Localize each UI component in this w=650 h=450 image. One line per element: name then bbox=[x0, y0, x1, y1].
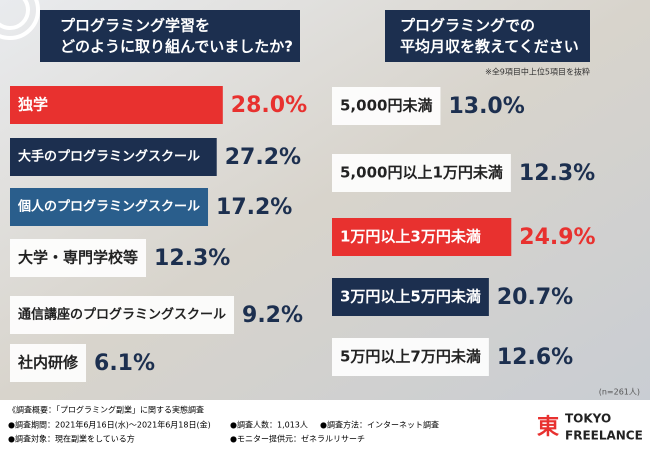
value-label: 20.7% bbox=[497, 285, 573, 310]
logo: FREELANCE bbox=[565, 429, 643, 443]
bar bbox=[332, 278, 489, 316]
value-label: 13.0% bbox=[448, 94, 524, 119]
footer-text: ●調査方法：インターネット調査 bbox=[320, 420, 439, 430]
value-label: 17.2% bbox=[216, 195, 292, 220]
bar bbox=[10, 138, 217, 176]
bar-label: 3万円以上5万円未満 bbox=[340, 288, 481, 306]
footer-text: ●調査期間：2021年6月16日(水)～2021年6月18日(金) bbox=[8, 420, 211, 430]
bar-row: 通信講座のプログラミングスクール 9.2% bbox=[10, 296, 303, 334]
bar-row: 社内研修 6.1% bbox=[10, 344, 155, 382]
value-label: 12.3% bbox=[519, 161, 595, 186]
value-label: 6.1% bbox=[94, 351, 155, 376]
title: どのように取り組んでいましたか? bbox=[60, 38, 293, 56]
bar bbox=[332, 218, 512, 256]
footer-bg bbox=[0, 400, 650, 450]
decor bbox=[0, 0, 40, 40]
title: 平均月収を教えてください bbox=[400, 38, 579, 56]
bar-row: 大学・専門学校等 12.3% bbox=[10, 239, 230, 277]
bar bbox=[332, 87, 441, 125]
value-label: 12.6% bbox=[497, 345, 573, 370]
bar-row: 1万円以上3万円未満 24.9% bbox=[332, 218, 596, 256]
footer-text: ●調査対象：現在副業をしている方 bbox=[8, 434, 135, 444]
value-label: 24.9% bbox=[519, 225, 595, 250]
bar-label: 1万円以上3万円未満 bbox=[340, 228, 481, 246]
title-box bbox=[40, 10, 300, 62]
bar bbox=[10, 188, 209, 226]
value-label: 27.2% bbox=[225, 145, 301, 170]
bar-label: 独学 bbox=[18, 96, 48, 114]
bar-label: 通信講座のプログラミングスクール bbox=[18, 307, 226, 323]
bar-row: 個人のプログラミングスクール 17.2% bbox=[10, 188, 292, 226]
bar-label: 5万円以上7万円未満 bbox=[340, 348, 481, 366]
bar-row: 5万円以上7万円未満 12.6% bbox=[332, 338, 573, 376]
footer-text: ●モニター提供元：ゼネラルリサーチ bbox=[230, 434, 365, 444]
bar-row: 大手のプログラミングスクール 27.2% bbox=[10, 138, 301, 176]
note: ※全9項目中上位5項目を抜粋 bbox=[485, 67, 590, 77]
bar-row: 5,000円未満 13.0% bbox=[332, 87, 525, 125]
bar-row: 5,000円以上1万円未満 12.3% bbox=[332, 154, 595, 192]
bar-label: 個人のプログラミングスクール bbox=[17, 199, 200, 215]
value-label: 12.3% bbox=[154, 246, 230, 271]
bar bbox=[332, 154, 511, 192]
footer-text: ●調査人数：1,013人 bbox=[230, 420, 308, 430]
bar-label: 5,000円以上1万円未満 bbox=[340, 164, 503, 182]
bar-label: 大学・専門学校等 bbox=[18, 249, 138, 267]
bar-label: 社内研修 bbox=[17, 354, 79, 372]
bar-label: 5,000円未満 bbox=[340, 97, 432, 115]
bar bbox=[10, 239, 147, 277]
logo-mark: 東 bbox=[537, 415, 559, 440]
value-label: 28.0% bbox=[231, 93, 307, 118]
title: プログラミングでの bbox=[400, 17, 535, 35]
bar bbox=[10, 344, 87, 382]
bar bbox=[10, 296, 235, 334]
bar bbox=[10, 86, 223, 124]
title: プログラミング学習を bbox=[60, 17, 210, 35]
bar-row: 3万円以上5万円未満 20.7% bbox=[332, 278, 573, 316]
bar bbox=[332, 338, 489, 376]
footer-text: 《調査概要：「プログラミング副業」に関する実態調査 bbox=[8, 405, 204, 415]
bar-row: 独学 28.0% bbox=[10, 86, 307, 124]
value-label: 9.2% bbox=[242, 303, 303, 328]
title-box bbox=[385, 10, 590, 62]
logo: TOKYO bbox=[565, 412, 611, 426]
bar-label: 大手のプログラミングスクール bbox=[18, 149, 200, 165]
sample-size: (n=261人) bbox=[599, 388, 640, 397]
